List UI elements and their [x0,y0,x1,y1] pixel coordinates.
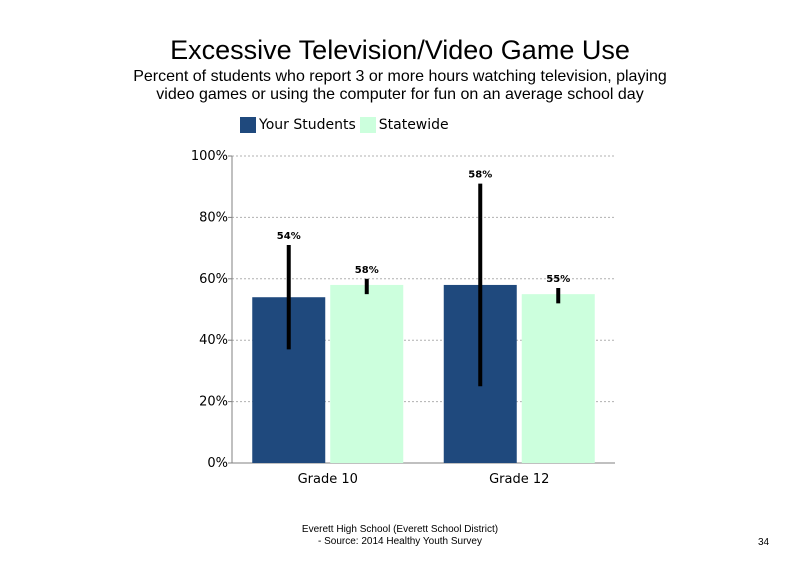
x-tick-label: Grade 10 [298,472,358,487]
bar [521,294,595,463]
data-label: 58% [355,265,379,276]
footer: Everett High School (Everett School Dist… [0,524,800,548]
page-number: 34 [758,537,770,548]
footer-source: - Source: 2014 Healthy Youth Survey [318,536,482,547]
legend-item-your-students: Your Students [240,117,356,133]
legend-label-your-students: Your Students [259,117,356,133]
y-tick-label: 20% [199,395,228,410]
bar [330,284,404,463]
chart-title: Excessive Television/Video Game Use [170,35,630,65]
legend-swatch-statewide [359,117,376,133]
y-tick-label: 60% [199,272,228,287]
legend: Your Students Statewide [240,117,453,133]
data-label: 55% [546,274,570,285]
y-tick-label: 0% [207,456,228,471]
legend-item-statewide: Statewide [359,117,449,133]
data-label: 54% [277,231,301,242]
chart-subtitle: Percent of students who report 3 or more… [133,68,667,103]
legend-label-statewide: Statewide [378,117,449,133]
footer-school: Everett High School (Everett School Dist… [301,524,499,535]
legend-swatch-your-students [240,117,256,133]
y-tick-label: 80% [199,210,228,225]
y-tick-label: 100% [191,149,228,164]
data-label: 58% [468,170,492,181]
y-tick-label: 40% [199,333,228,348]
x-tick-label: Grade 12 [489,472,549,487]
